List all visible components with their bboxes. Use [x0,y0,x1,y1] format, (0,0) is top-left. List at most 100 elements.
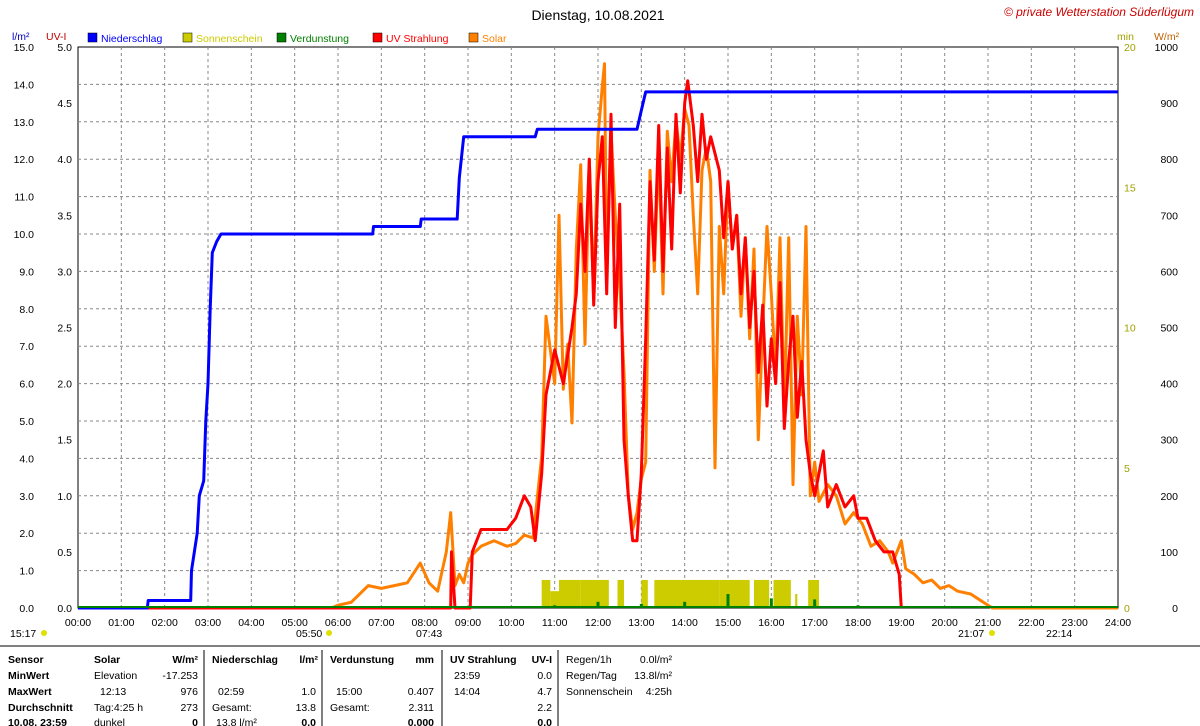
rain-cur-label: 13.8 l/m² [216,717,257,726]
row-label-max: MaxWert [8,686,52,698]
sunshine-bar [654,579,720,608]
evap-total-value: 2.311 [409,702,435,714]
right1-tick-label: 5 [1124,463,1130,475]
left2-tick-label: 4.0 [57,154,72,166]
left2-tick-label: 4.5 [57,98,72,110]
right1-tick-label: 15 [1124,182,1136,194]
left2-tick-label: 1.5 [57,435,72,447]
left1-tick-label: 5.0 [19,416,34,428]
solar-max-value: 976 [180,686,198,698]
info-sunshine-label: Sonnenschein [566,686,633,698]
x-tick-label: 08:00 [412,617,438,629]
sunshine-bar [808,579,819,608]
evaporation-spike [726,594,730,608]
moonset-time: 22:14 [1046,628,1072,640]
x-tick-label: 20:00 [932,617,958,629]
info-rain1h-value: 0.0l/m² [640,654,673,666]
evaporation-spike [596,601,600,608]
left2-tick-label: 0.5 [57,547,72,559]
right2-unit: W/m² [1154,31,1180,43]
left1-tick-label: 12.0 [14,154,35,166]
x-tick-label: 24:00 [1105,617,1131,629]
right2-tick-label: 300 [1160,435,1178,447]
x-tick-label: 13:00 [628,617,654,629]
x-tick-label: 07:00 [368,617,394,629]
x-tick-label: 18:00 [845,617,871,629]
sunrise-time: 05:50 [296,628,322,640]
x-tick-label: 09:00 [455,617,481,629]
x-tick-label: 16:00 [758,617,784,629]
evap-max-value: 0.407 [408,686,434,698]
sunshine-bar [550,591,559,608]
x-tick-label: 03:00 [195,617,221,629]
uv-avg-value: 2.2 [537,702,552,714]
info-rain1h-label: Regen/1h [566,654,612,666]
legend-swatch [87,32,98,43]
left1-tick-label: 1.0 [19,566,34,578]
right2-tick-label: 800 [1160,154,1178,166]
rain-max-label: 02:59 [218,686,244,698]
x-tick-label: 04:00 [238,617,264,629]
evap-max-label: 15:00 [336,686,362,698]
sunshine-bar [541,579,551,608]
legend-label: UV Strahlung [386,33,449,45]
right2-tick-label: 100 [1160,547,1178,559]
legend-label: Verdunstung [290,33,349,45]
legend-label: Sonnenschein [196,33,263,45]
evap-title: Verdunstung [330,654,394,666]
sunshine-bar [580,579,598,608]
solar-avg-value: 273 [180,702,198,714]
solar-avg-label: Tag:4:25 h [94,702,143,714]
sunshine-bar [617,579,624,608]
evaporation-spike [813,599,817,608]
row-label-avg: Durchschnitt [8,702,73,714]
left1-unit: l/m² [12,31,30,43]
evaporation-spike [769,598,773,608]
evaporation-spike [639,603,643,608]
x-tick-label: 21:00 [975,617,1001,629]
right2-tick-label: 1000 [1155,42,1179,54]
x-tick-labels: 00:00 01:00 02:00 03:00 04:00 05:00 06:00 07:00… [65,617,1131,629]
left1-tick-label: 7.0 [19,341,34,353]
x-tick-label: 14:00 [672,617,698,629]
left2-tick-label: 0.0 [57,603,72,615]
x-tick-label: 22:00 [1018,617,1044,629]
left1-tick-label: 15.0 [14,42,35,54]
right2-tick-label: 500 [1160,323,1178,335]
left2-tick-labels: 0.0 0.5 1.0 1.5 2.0 2.5 3.0 3.5 4.0 4.5 5.0 [57,42,72,615]
legend-swatch [276,32,287,43]
left1-tick-label: 14.0 [14,79,35,91]
left1-tick-label: 8.0 [19,304,34,316]
legend-swatch [182,32,193,43]
row-label-sensor: Sensor [8,654,44,666]
info-sunshine-value: 4:25h [646,686,672,698]
left2-tick-label: 3.0 [57,266,72,278]
row-label-min: MinWert [8,670,50,682]
row-label-current: 10.08. 23:59 [8,717,67,726]
x-tick-label: 00:00 [65,617,91,629]
evap-total-label: Gesamt: [330,702,370,714]
rain-cur-value: 0.0 [301,717,316,726]
x-tick-label: 05:00 [282,617,308,629]
right2-tick-label: 200 [1160,491,1178,503]
solar-cur-label: dunkel [94,717,125,726]
left1-tick-label: 11.0 [14,192,34,204]
sunshine-bar [728,579,750,608]
uv-max-label: 14:04 [454,686,480,698]
info-rainday-value: 13.8l/m² [634,670,672,682]
right2-tick-label: 600 [1160,266,1178,278]
right1-tick-label: 0 [1124,603,1130,615]
left1-tick-label: 4.0 [19,453,34,465]
twilight-time: 07:43 [416,628,442,640]
right2-tick-label: 700 [1160,210,1178,222]
sunshine-bar [598,579,609,608]
x-tick-label: 10:00 [498,617,524,629]
precipitation-series-line [78,90,1118,610]
left1-tick-label: 6.0 [19,379,34,391]
uv-min-label: 23:59 [454,670,480,682]
grid [78,47,1118,608]
rain-max-value: 1.0 [301,686,316,698]
right2-tick-labels: 0 100 200 300 400 500 600 700 800 900 1000 [1155,42,1179,615]
evaporation-spike [683,601,687,608]
